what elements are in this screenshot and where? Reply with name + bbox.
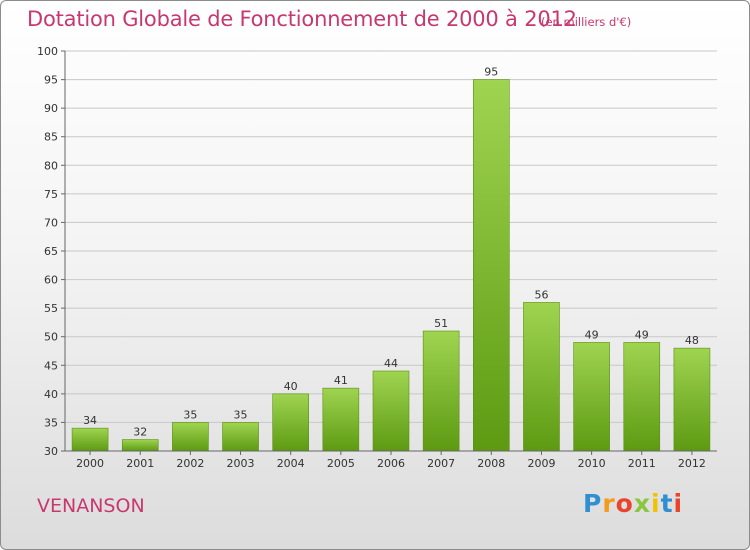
bar-2012 <box>673 347 711 452</box>
y-tick-label: 65 <box>44 245 58 258</box>
bar-2001 <box>121 439 159 452</box>
data-label: 51 <box>434 317 448 330</box>
chart-title: Dotation Globale de Fonctionnement de 20… <box>27 7 577 31</box>
y-tick-label: 45 <box>44 359 58 372</box>
y-tick-label: 70 <box>44 216 58 229</box>
axes <box>64 51 717 452</box>
data-label: 41 <box>334 374 348 387</box>
bar-2006 <box>372 370 410 452</box>
bar-2011 <box>623 342 661 452</box>
x-tick-label: 2002 <box>176 457 204 470</box>
x-tick-label: 2010 <box>578 457 606 470</box>
data-label: 34 <box>83 414 97 427</box>
x-tick-label: 2003 <box>227 457 255 470</box>
y-tick-label: 90 <box>44 102 58 115</box>
y-tick-label: 100 <box>37 45 58 58</box>
y-axis-ticks: 30 35 40 45 50 55 60 65 70 75 80 85 90 95 100 <box>37 45 65 458</box>
bar-2010 <box>573 342 610 452</box>
bar-2005 <box>322 387 360 452</box>
data-label: 40 <box>284 380 298 393</box>
data-label: 49 <box>585 328 599 341</box>
y-tick-label: 30 <box>44 445 58 458</box>
bar-2002 <box>172 422 209 452</box>
bars: 34 32 35 35 40 41 44 51 95 56 49 49 48 <box>71 66 711 452</box>
bar-2008 <box>473 79 510 452</box>
y-tick-label: 35 <box>44 416 58 429</box>
y-tick-label: 60 <box>44 274 58 287</box>
data-label: 35 <box>234 408 248 421</box>
y-tick-label: 85 <box>44 131 58 144</box>
x-tick-label: 2007 <box>427 457 455 470</box>
bar-2003 <box>222 422 259 452</box>
x-tick-label: 2012 <box>678 457 706 470</box>
x-tick-label: 2006 <box>377 457 405 470</box>
y-tick-label: 50 <box>44 331 58 344</box>
data-label: 56 <box>534 288 548 301</box>
data-label: 35 <box>183 408 197 421</box>
y-tick-label: 75 <box>44 188 58 201</box>
x-tick-label: 2011 <box>628 457 656 470</box>
y-tick-label: 55 <box>44 302 58 315</box>
x-tick-label: 2005 <box>327 457 355 470</box>
bar-2007 <box>422 330 460 452</box>
data-label: 48 <box>685 334 699 347</box>
x-axis-ticks: 2000 2001 2002 2003 2004 2005 2006 2007 2008 2009… <box>76 451 706 470</box>
proxiti-logo: Proxiti <box>583 489 684 518</box>
data-label: 49 <box>635 328 649 341</box>
x-tick-label: 2004 <box>277 457 305 470</box>
y-tick-label: 40 <box>44 388 58 401</box>
bar-2004 <box>272 393 309 452</box>
x-tick-label: 2008 <box>477 457 505 470</box>
x-tick-label: 2009 <box>527 457 555 470</box>
bar-2009 <box>523 302 560 452</box>
data-label: 32 <box>133 426 147 439</box>
bar-2000 <box>71 427 109 452</box>
commune-name: VENANSON <box>37 495 145 517</box>
data-label: 44 <box>384 357 398 370</box>
x-tick-label: 2001 <box>126 457 154 470</box>
chart-unit: (en milliers d'€) <box>541 15 632 29</box>
x-tick-label: 2000 <box>76 457 104 470</box>
y-tick-label: 80 <box>44 159 58 172</box>
y-tick-label: 95 <box>44 74 58 87</box>
data-label: 95 <box>484 66 498 79</box>
